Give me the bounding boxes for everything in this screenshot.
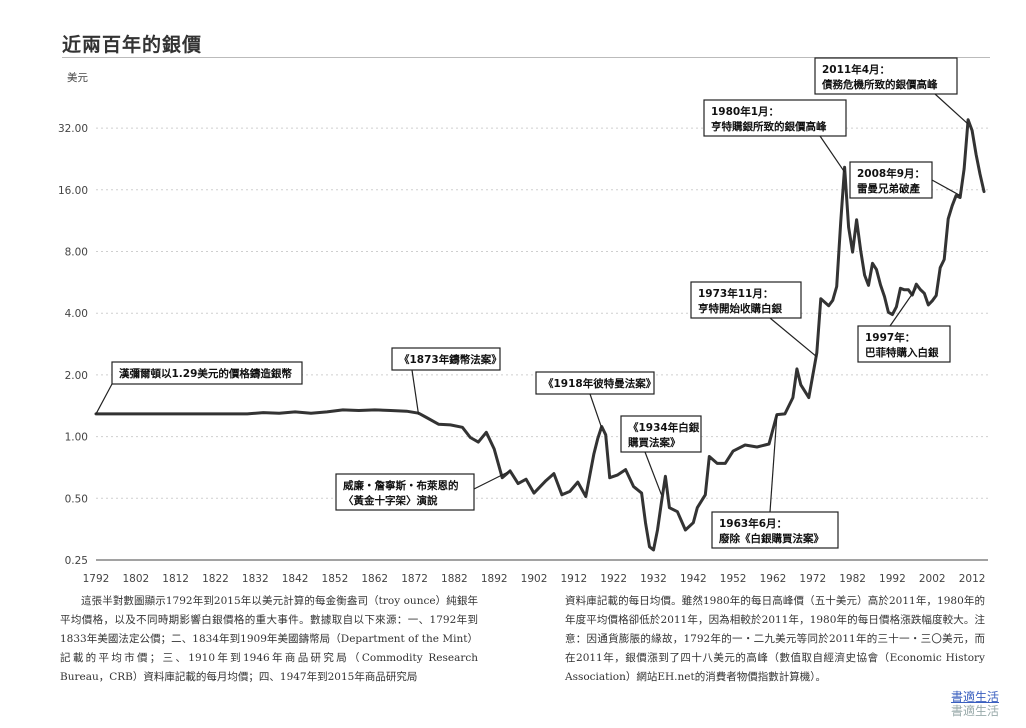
annotation: 威廉・詹寧斯・布萊恩的〈黃金十字架〉演說 — [335, 470, 511, 511]
x-tick-label: 1812 — [162, 573, 189, 585]
annotation: 《1918年彼特曼法案》 — [535, 371, 656, 429]
annotation-text: 1997年： — [865, 331, 915, 344]
x-tick-label: 1842 — [282, 573, 309, 585]
annotation: 2008年9月： 雷曼兄弟破產 — [849, 161, 961, 199]
x-tick-label: 1862 — [361, 573, 388, 585]
x-tick-label: 1932 — [640, 573, 667, 585]
annotation-box — [391, 347, 501, 371]
x-tick-label: 1802 — [122, 573, 149, 585]
x-tick-label: 1912 — [560, 573, 587, 585]
annotation: 漢彌爾頓以1.29美元的價格鑄造銀幣 — [95, 361, 303, 415]
annotation-pointer — [411, 369, 420, 415]
watermark-text: 書適生活 — [950, 704, 999, 718]
annotation-pointer — [931, 179, 961, 197]
x-tick-label: 1952 — [720, 573, 747, 585]
annotation-text: 2011年4月： — [822, 63, 890, 76]
price-line — [94, 118, 986, 552]
x-tick-label: 1942 — [680, 573, 707, 585]
annotation-text: 1963年6月： — [719, 517, 787, 530]
x-tick-label: 1882 — [441, 573, 468, 585]
price-series — [94, 118, 986, 552]
annotation-box — [703, 99, 847, 137]
x-tick-label: 1852 — [322, 573, 349, 585]
annotation-text: 購買法案》 — [627, 436, 681, 449]
y-tick-label: 0.25 — [65, 555, 88, 567]
annotation-box — [535, 371, 655, 395]
annotation-box — [857, 325, 951, 363]
x-tick-label: 1892 — [481, 573, 508, 585]
x-tick-label: 1822 — [202, 573, 229, 585]
annotation-box — [335, 473, 475, 511]
annotation: 1963年6月： 廢除《白銀購買法案》 — [711, 414, 839, 549]
annotation-text: 巴菲特購入白銀 — [865, 346, 939, 359]
x-tick-label: 1832 — [242, 573, 269, 585]
x-tick-label: 1972 — [799, 573, 826, 585]
x-tick-label: 1962 — [760, 573, 787, 585]
y-axis-ticks: 0.25 0.50 1.00 2.00 4.00 8.00 16.00 32.00 — [58, 123, 88, 567]
annotation: 1997年： 巴菲特購入白銀 — [857, 287, 951, 363]
annotation-text: 廢除《白銀購買法案》 — [719, 532, 824, 545]
annotation-pointer — [589, 393, 603, 429]
annotation-pointer — [473, 470, 511, 490]
y-tick-label: 8.00 — [65, 247, 88, 259]
x-tick-label: 1982 — [839, 573, 866, 585]
annotation-box — [814, 57, 958, 95]
annotation-box — [690, 281, 802, 319]
y-tick-label: 32.00 — [58, 123, 88, 135]
annotation: 1973年11月： 亨特開始收購白銀 — [690, 281, 818, 358]
y-tick-label: 16.00 — [58, 185, 88, 197]
annotation: 1980年1月： 亨特購銀所致的銀價高峰 — [703, 99, 847, 173]
caption-left: 這張半對數圖顯示1792年到2015年以美元計算的每金衡盎司（troy ounc… — [60, 595, 478, 683]
annotation-pointer — [769, 317, 818, 358]
x-tick-label: 1872 — [401, 573, 428, 585]
y-axis-label: 美元 — [67, 71, 88, 84]
caption-right: 資料庫記載的每日均價。雖然1980年的每日高峰價（五十美元）高於2011年，19… — [565, 595, 985, 683]
y-tick-label: 0.50 — [65, 493, 88, 505]
annotation-text: 〈黃金十字架〉演說 — [343, 494, 438, 507]
annotation-text: 債務危機所致的銀價高峰 — [821, 78, 938, 91]
watermark-link[interactable]: 書適生活 — [950, 690, 999, 704]
annotation-text: 《1918年彼特曼法案》 — [543, 377, 656, 390]
annotation-pointer — [95, 383, 113, 415]
x-axis-ticks: 1792 1802 1812 1822 1832 1842 1852 1862 1872 1882… — [83, 573, 986, 585]
annotation-box — [111, 361, 303, 385]
annotation-text: 《1873年鑄幣法案》 — [399, 353, 502, 366]
annotation: 《1873年鑄幣法案》 — [391, 347, 502, 415]
annotation-box — [711, 511, 839, 549]
annotation-text: 1980年1月： — [711, 105, 779, 118]
annotation-text: 2008年9月： — [857, 167, 925, 180]
annotation: 2011年4月： 債務危機所致的銀價高峰 — [814, 57, 969, 125]
annotation-text: 《1934年白銀 — [628, 421, 700, 434]
annotation-text: 漢彌爾頓以1.29美元的價格鑄造銀幣 — [119, 367, 292, 380]
x-tick-label: 2012 — [959, 573, 986, 585]
annotation-box — [620, 415, 702, 453]
annotation-box — [849, 161, 933, 199]
annotation-pointer — [819, 135, 846, 173]
annotation-text: 亨特開始收購白銀 — [698, 302, 782, 315]
annotation-pointer — [769, 414, 778, 513]
annotation-pointer — [934, 93, 969, 125]
y-tick-label: 1.00 — [65, 432, 88, 444]
y-tick-label: 4.00 — [65, 308, 88, 320]
annotation-pointer — [644, 451, 663, 496]
annotation-text: 亨特購銀所致的銀價高峰 — [711, 120, 827, 133]
annotation-pointer — [889, 287, 917, 327]
y-tick-label: 2.00 — [65, 370, 88, 382]
annotation-text: 雷曼兄弟破產 — [857, 182, 920, 195]
title-divider — [62, 57, 990, 58]
x-tick-label: 1992 — [879, 573, 906, 585]
annotation-text: 1973年11月： — [698, 287, 773, 300]
chart-title: 近兩百年的銀價 — [62, 34, 203, 56]
event-annotations: 漢彌爾頓以1.29美元的價格鑄造銀幣 《1873年鑄幣法案》威廉・詹寧斯・布萊恩的… — [95, 57, 969, 549]
x-tick-label: 2002 — [919, 573, 946, 585]
annotation-text: 威廉・詹寧斯・布萊恩的 — [343, 479, 459, 492]
x-tick-label: 1922 — [600, 573, 627, 585]
silver-price-chart: 美元 0.25 0.50 1.00 2.00 4.00 8.00 16.00 32.00 17… — [58, 57, 988, 585]
x-tick-label: 1902 — [521, 573, 548, 585]
x-tick-label: 1792 — [83, 573, 110, 585]
